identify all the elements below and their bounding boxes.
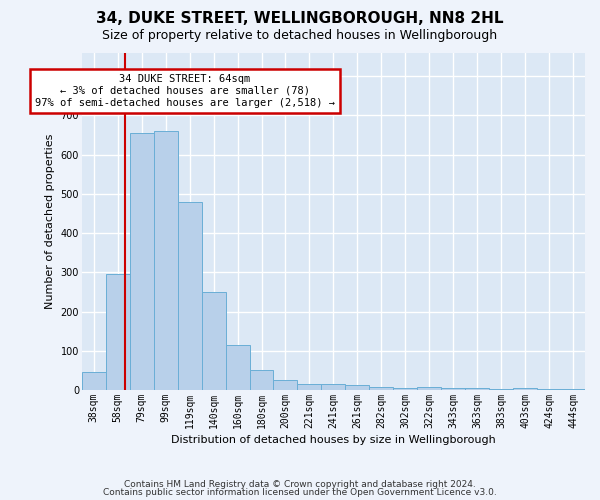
Bar [322, 384, 346, 390]
Bar [106, 274, 130, 390]
X-axis label: Distribution of detached houses by size in Wellingborough: Distribution of detached houses by size … [171, 435, 496, 445]
Bar [202, 292, 226, 390]
Bar [274, 380, 298, 390]
Text: Contains HM Land Registry data © Crown copyright and database right 2024.: Contains HM Land Registry data © Crown c… [124, 480, 476, 489]
Bar [178, 202, 202, 390]
Bar [370, 387, 393, 390]
Bar [250, 370, 274, 390]
Y-axis label: Number of detached properties: Number of detached properties [45, 134, 55, 309]
Bar [298, 384, 322, 390]
Bar [393, 388, 417, 390]
Bar [154, 131, 178, 390]
Bar [82, 372, 106, 390]
Bar [226, 345, 250, 390]
Bar [417, 387, 441, 390]
Text: 34, DUKE STREET, WELLINGBOROUGH, NN8 2HL: 34, DUKE STREET, WELLINGBOROUGH, NN8 2HL [96, 11, 504, 26]
Text: 34 DUKE STREET: 64sqm
← 3% of detached houses are smaller (78)
97% of semi-detac: 34 DUKE STREET: 64sqm ← 3% of detached h… [35, 74, 335, 108]
Text: Size of property relative to detached houses in Wellingborough: Size of property relative to detached ho… [103, 28, 497, 42]
Bar [537, 389, 561, 390]
Text: Contains public sector information licensed under the Open Government Licence v3: Contains public sector information licen… [103, 488, 497, 497]
Bar [513, 388, 537, 390]
Bar [465, 388, 489, 390]
Bar [130, 133, 154, 390]
Bar [489, 389, 513, 390]
Bar [346, 386, 370, 390]
Bar [561, 389, 585, 390]
Bar [441, 388, 465, 390]
